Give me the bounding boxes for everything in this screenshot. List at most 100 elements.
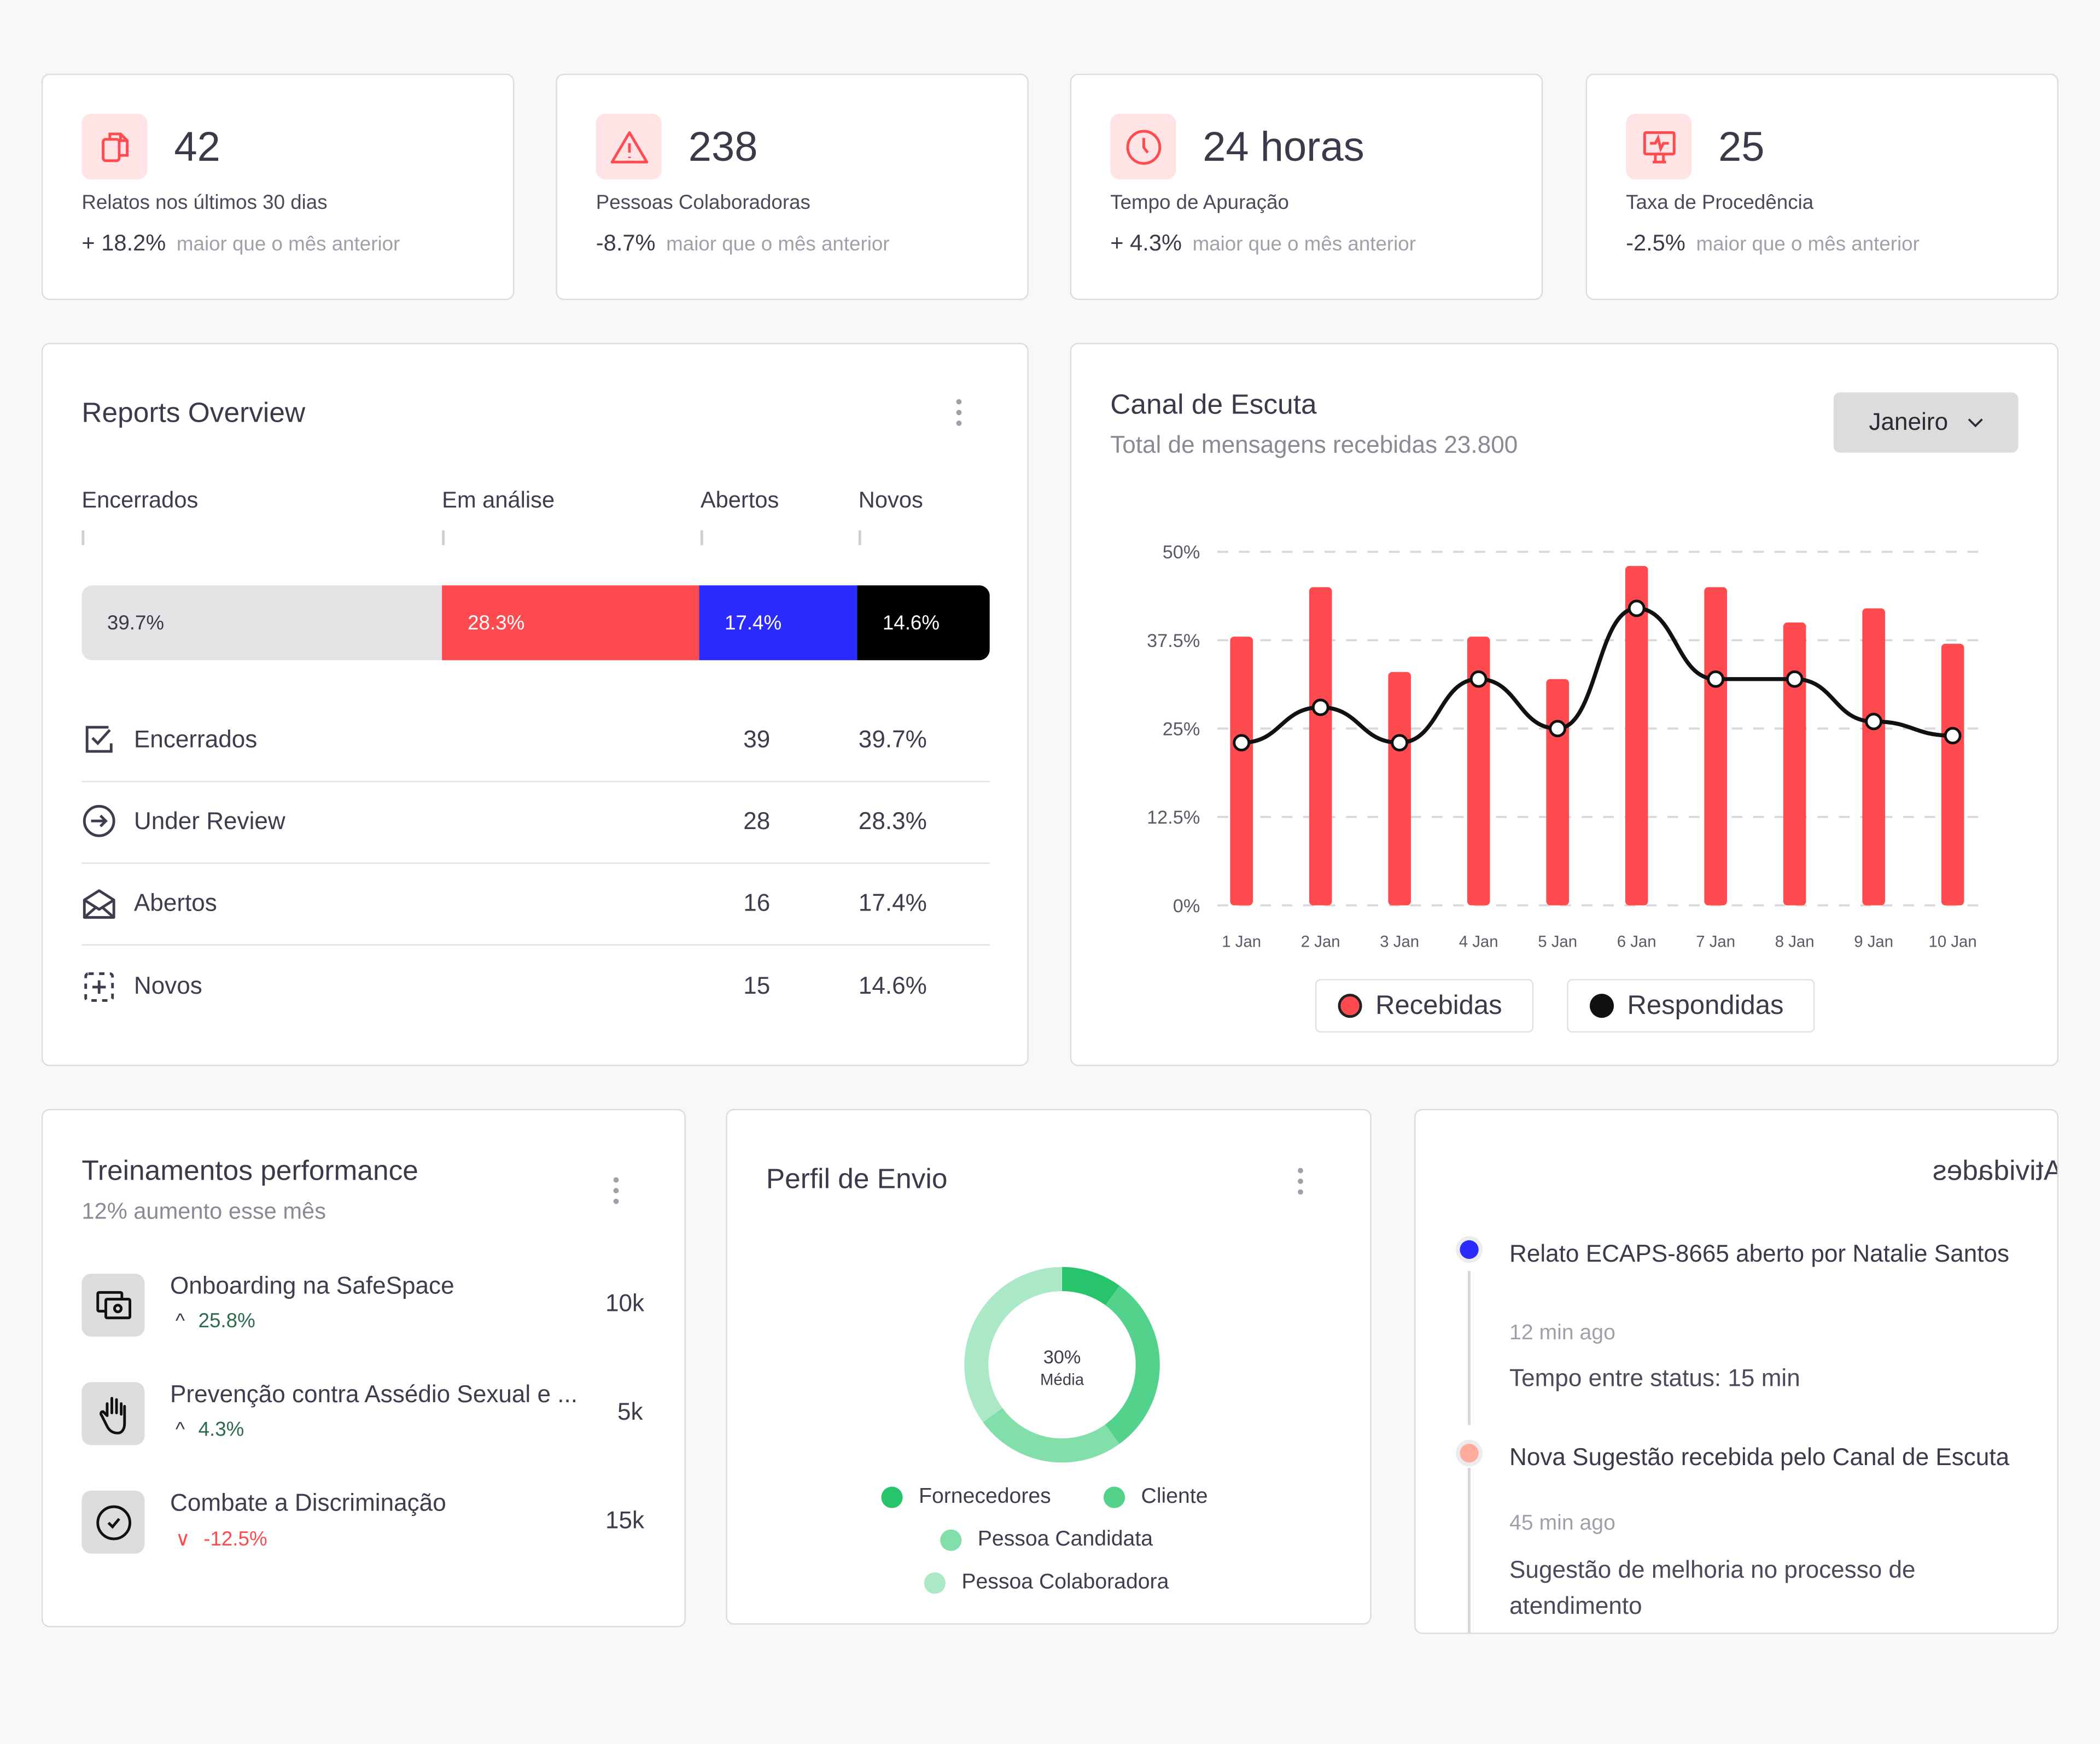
training-change: ∨ -12.5% xyxy=(176,1527,267,1551)
point-respondidas xyxy=(1944,727,1962,745)
stat-change-note: maior que o mês anterior xyxy=(1192,233,1416,256)
change-value: -12.5% xyxy=(203,1528,267,1551)
legend-dot-icon xyxy=(881,1486,903,1508)
month-dropdown[interactable]: Janeiro xyxy=(1833,392,2019,453)
y-tick-label: 0% xyxy=(1173,896,1200,917)
training-value: 5k xyxy=(617,1398,643,1425)
copy-icon xyxy=(81,114,148,180)
activity-detail: Tempo entre status: 15 min xyxy=(1509,1364,1800,1392)
legend-label: Recebidas xyxy=(1375,990,1502,1020)
stat-card-pessoas: 238 Pessoas Colaboradoras -8.7% maior que… xyxy=(556,73,1029,300)
legend-item: Pessoa Candidata xyxy=(940,1528,1153,1552)
x-tick-label: 8 Jan xyxy=(1775,932,1815,950)
card-title: Reports Overview xyxy=(81,398,306,429)
stat-change: -8.7% maior que o mês anterior xyxy=(596,230,890,257)
column-tick xyxy=(81,530,85,545)
more-options-icon[interactable] xyxy=(1297,1168,1305,1195)
point-respondidas xyxy=(1865,713,1883,731)
bar-recebidas xyxy=(1467,637,1490,906)
divider xyxy=(81,944,990,946)
x-tick-label: 2 Jan xyxy=(1301,932,1340,950)
line-respondidas xyxy=(1241,606,1953,745)
activity-title: Nova Sugestão recebida pelo Canal de Esc… xyxy=(1509,1444,2010,1471)
donut-center-label: Média xyxy=(1040,1370,1084,1389)
card-title: Atividades xyxy=(1933,1156,2059,1187)
legend-label: Fornecedores xyxy=(919,1485,1051,1508)
stat-value: 42 xyxy=(174,123,220,171)
red-dot-icon xyxy=(1338,994,1362,1018)
y-tick-label: 50% xyxy=(1163,542,1200,563)
y-tick-label: 12.5% xyxy=(1147,807,1200,828)
training-change: ^ 4.3% xyxy=(176,1418,244,1441)
stat-card-taxa: 25 Taxa de Procedência -2.5% maior que o … xyxy=(1585,73,2059,300)
bar-segment: 28.3% xyxy=(442,585,699,661)
card-title: Treinamentos performance xyxy=(81,1156,418,1187)
row-label: Encerrados xyxy=(133,726,258,753)
row-pct: 28.3% xyxy=(858,807,927,835)
stat-change: -2.5% maior que o mês anterior xyxy=(1626,230,1920,257)
card-subtitle: Total de mensagens recebidas 23.800 xyxy=(1110,431,1518,458)
training-name: Combate a Discriminação xyxy=(170,1489,446,1516)
card-title: Canal de Escuta xyxy=(1110,389,1317,421)
point-respondidas xyxy=(1707,670,1725,688)
legend-recebidas[interactable]: Recebidas xyxy=(1315,979,1534,1033)
activity-time: 45 min ago xyxy=(1509,1512,1615,1535)
stat-change: + 4.3% maior que o mês anterior xyxy=(1110,230,1416,257)
change-value: 4.3% xyxy=(198,1418,244,1442)
stat-card-tempo: 24 horas Tempo de Apuração + 4.3% maior q… xyxy=(1070,73,1543,300)
warning-icon xyxy=(596,114,662,180)
x-tick-label: 10 Jan xyxy=(1929,932,1977,950)
y-tick-label: 37.5% xyxy=(1147,631,1200,651)
bar-recebidas xyxy=(1546,679,1570,906)
row-count: 39 xyxy=(743,726,771,753)
activity-time: 12 min ago xyxy=(1509,1322,1615,1345)
dropdown-value: Janeiro xyxy=(1869,408,1949,435)
stat-label: Taxa de Procedência xyxy=(1626,191,1814,214)
row-pct: 17.4% xyxy=(858,889,927,917)
legend-label: Pessoa Candidata xyxy=(977,1528,1153,1551)
column-label: Encerrados xyxy=(81,487,199,513)
card-subtitle: 12% aumento esse mês xyxy=(81,1198,326,1224)
stat-change-value: -8.7% xyxy=(596,230,656,256)
row-label: Novos xyxy=(133,972,202,999)
point-respondidas xyxy=(1549,720,1567,738)
reports-overview-card: Reports Overview Encerrados Em análise A… xyxy=(41,342,1029,1066)
row-count: 15 xyxy=(743,972,771,999)
divider xyxy=(81,862,990,864)
atividades-card: Atividades Relato ECAPS-8665 aberto por … xyxy=(1414,1109,2059,1634)
stat-label: Relatos nos últimos 30 dias xyxy=(81,191,328,214)
stat-change-note: maior que o mês anterior xyxy=(666,233,890,256)
legend-dot-icon xyxy=(1103,1486,1125,1508)
arrow-circle-right-icon xyxy=(81,803,116,845)
stat-change-value: + 18.2% xyxy=(81,230,166,256)
row-label: Under Review xyxy=(133,807,285,835)
more-options-icon[interactable] xyxy=(955,399,963,426)
legend-respondidas[interactable]: Respondidas xyxy=(1567,979,1815,1033)
bar-recebidas xyxy=(1388,672,1411,906)
point-respondidas xyxy=(1391,734,1409,752)
column-tick xyxy=(858,530,861,545)
column-label: Novos xyxy=(858,487,923,513)
legend-dot-icon xyxy=(924,1572,946,1594)
row-pct: 14.6% xyxy=(858,972,927,999)
legend-item: Fornecedores xyxy=(881,1485,1051,1509)
point-respondidas xyxy=(1469,670,1488,688)
treinamentos-card: Treinamentos performance 12% aumento ess… xyxy=(41,1109,686,1628)
point-respondidas xyxy=(1786,670,1804,688)
x-tick-label: 5 Jan xyxy=(1538,932,1577,950)
bar-recebidas xyxy=(1704,587,1727,906)
legend-label: Cliente xyxy=(1141,1485,1208,1508)
chevron-down-icon: ∨ xyxy=(175,1528,190,1551)
bar-recebidas xyxy=(1309,587,1332,906)
chevron-up-icon: ^ xyxy=(175,1418,185,1442)
bar-recebidas xyxy=(1625,565,1648,906)
monitor-pulse-icon xyxy=(1626,114,1692,180)
donut-center-value: 30% xyxy=(1043,1346,1081,1368)
stat-change-note: maior que o mês anterior xyxy=(176,233,400,256)
bar-recebidas xyxy=(1941,644,1964,906)
canal-de-escuta-card: Canal de Escuta Total de mensagens receb… xyxy=(1070,342,2059,1066)
more-options-icon[interactable] xyxy=(612,1177,620,1204)
training-name: Prevenção contra Assédio Sexual e ... xyxy=(170,1380,578,1408)
activity-detail: Sugestão de melhoria no processo de aten… xyxy=(1509,1556,1916,1619)
video-card-icon xyxy=(81,1273,145,1337)
